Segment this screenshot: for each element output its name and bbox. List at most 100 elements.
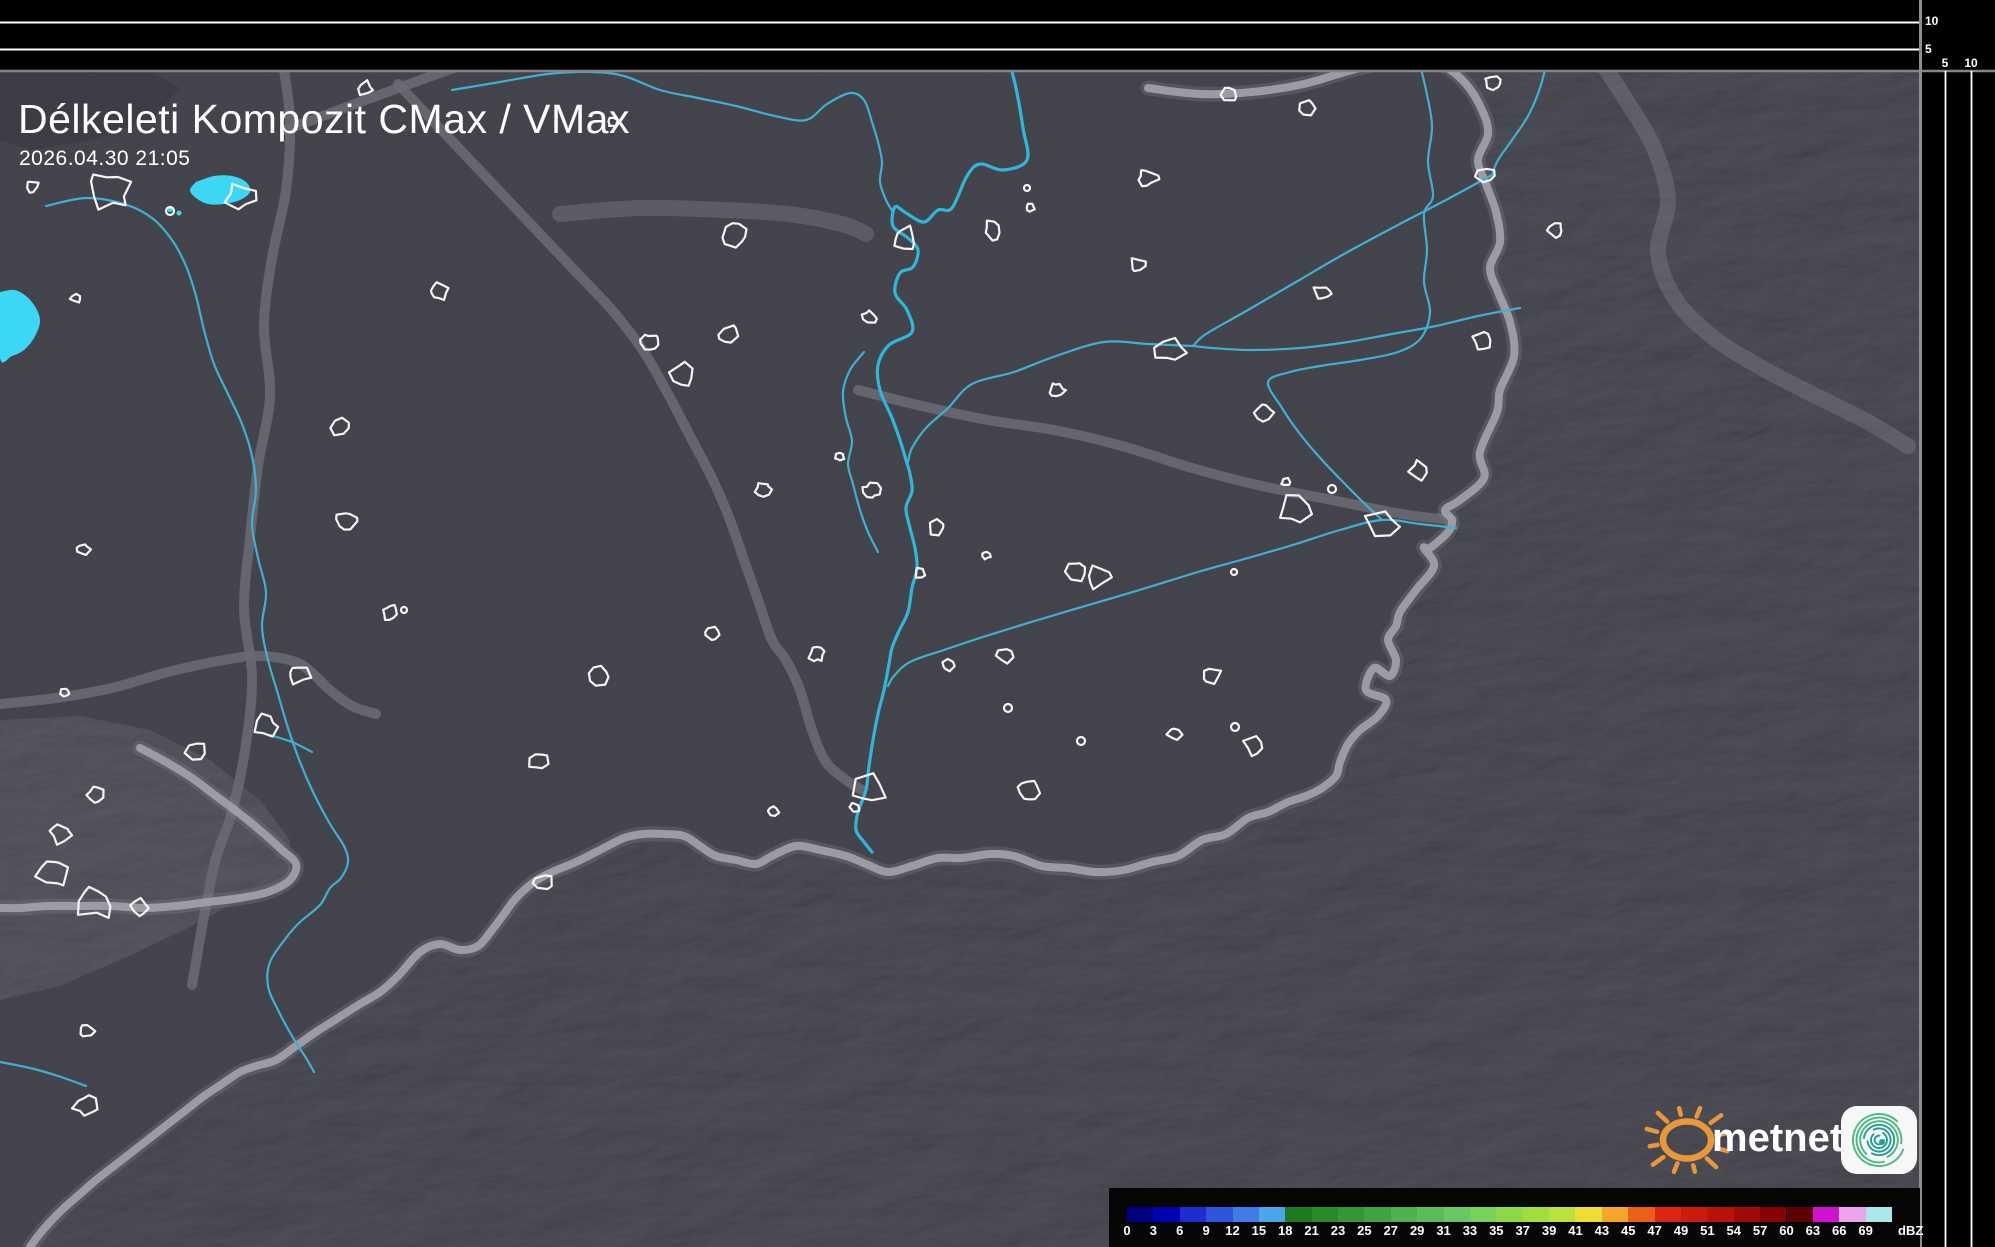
map-grain xyxy=(0,71,1920,1247)
river-line xyxy=(44,196,350,1074)
settlement-outline xyxy=(1016,779,1042,801)
settlement-outline xyxy=(984,219,1001,242)
settlement-outline xyxy=(59,687,71,698)
timestamp: 2026.04.30 21:05 xyxy=(19,147,191,170)
colorbar-tick-label: 0 xyxy=(1123,1223,1131,1238)
settlement-outline xyxy=(26,180,40,194)
settlement-outline xyxy=(1075,735,1087,747)
settlement-outline xyxy=(253,712,280,738)
settlement-outline xyxy=(129,896,150,918)
colorbar-tick-label: 63 xyxy=(1805,1223,1821,1238)
settlement-outline xyxy=(1484,75,1502,92)
settlement-outline xyxy=(1252,403,1276,423)
settlement-outline xyxy=(1002,702,1014,714)
dbz-colorbar: 0 3 6 9 12 15 18 21 23 25 27 29 31 33 35 37 39 41 43 45 47 49… xyxy=(1109,1188,1924,1247)
settlement-outline xyxy=(941,657,956,673)
settlement-outline xyxy=(1471,330,1492,351)
river-line xyxy=(886,518,1458,688)
colorbar-segment xyxy=(1469,1207,1497,1222)
colorbar-segment xyxy=(1496,1207,1523,1222)
colorbar-segment xyxy=(1417,1207,1444,1222)
colorbar-segment xyxy=(1786,1207,1813,1222)
road-line xyxy=(187,71,296,990)
settlement-outline xyxy=(1063,562,1087,583)
colorbar-tick-label: 39 xyxy=(1541,1223,1557,1238)
colorbar-tick-label: 66 xyxy=(1832,1223,1847,1238)
colorbar-segment xyxy=(1179,1207,1207,1222)
colorbar-segment xyxy=(1812,1207,1840,1222)
road-line xyxy=(393,79,867,795)
colorbar-tick-label: 69 xyxy=(1858,1223,1873,1238)
colorbar-tick-label: 43 xyxy=(1594,1223,1610,1238)
colorbar-segment xyxy=(1127,1207,1154,1222)
colorbar-segment xyxy=(1153,1207,1180,1222)
colorbar-segment xyxy=(1206,1207,1233,1222)
settlement-outline xyxy=(1473,167,1496,184)
colorbar-segment xyxy=(1549,1207,1576,1222)
sun-icon xyxy=(1644,1105,1730,1175)
colorbar-tick-label: 54 xyxy=(1726,1223,1741,1238)
river-line xyxy=(906,340,1195,464)
settlement-outline xyxy=(1298,99,1317,117)
settlement-outline xyxy=(721,222,748,249)
settlement-outline xyxy=(914,566,927,579)
colorbar-tick-label: 9 xyxy=(1202,1223,1210,1238)
settlement-outline xyxy=(1025,202,1036,213)
colorbar-segment xyxy=(1390,1207,1418,1222)
settlement-outline xyxy=(34,860,70,887)
colorbar-segment xyxy=(1443,1207,1470,1222)
lake xyxy=(0,289,41,363)
settlement-outline xyxy=(79,1023,97,1038)
settlement-outline xyxy=(531,874,553,891)
colorbar-tick-label: 18 xyxy=(1278,1223,1293,1238)
river-line xyxy=(0,1060,88,1088)
colorbar-segment xyxy=(1522,1207,1550,1222)
settlement-outline xyxy=(1048,382,1068,398)
river-line xyxy=(854,71,1030,854)
river-line xyxy=(1191,306,1522,352)
lake-small xyxy=(176,210,182,216)
colorbar-tick-label: 35 xyxy=(1489,1223,1504,1238)
settlement-outline xyxy=(717,324,740,344)
river-line xyxy=(841,350,880,554)
settlement-outline xyxy=(1202,667,1223,685)
settlement-outline xyxy=(1137,169,1161,188)
valley-band xyxy=(552,199,874,242)
settlement-outline xyxy=(48,823,74,846)
colorbar-tick-label: 57 xyxy=(1752,1223,1768,1238)
colorbar-tick-label: 33 xyxy=(1462,1223,1478,1238)
vscale-label-10: 10 xyxy=(1925,14,1939,28)
settlement-outline xyxy=(1545,222,1563,239)
settlement-outline xyxy=(1022,183,1032,193)
settlement-outline xyxy=(1165,727,1184,741)
settlement-outline xyxy=(89,173,133,211)
colorbar-segment xyxy=(1364,1207,1391,1222)
colorbar-segment xyxy=(1865,1207,1892,1222)
lake xyxy=(190,175,251,205)
colorbar-unit-label: dBZ xyxy=(1898,1223,1924,1238)
vscale-label-5: 5 xyxy=(1925,42,1932,56)
colorbar-tick-label: 21 xyxy=(1304,1223,1319,1238)
settlement-outline xyxy=(994,648,1015,665)
settlement-outline xyxy=(807,645,826,663)
colorbar-tick-label: 12 xyxy=(1225,1223,1240,1238)
settlement-outline xyxy=(753,482,774,498)
country-border xyxy=(26,71,1519,1247)
settlement-outline xyxy=(329,416,350,437)
river-line xyxy=(1191,173,1494,348)
settlement-outline xyxy=(76,885,112,919)
settlement-outline xyxy=(607,116,619,128)
settlement-outline xyxy=(223,182,258,211)
settlement-outline xyxy=(1087,564,1113,591)
settlement-outline xyxy=(1407,458,1428,482)
settlement-outline xyxy=(667,360,694,387)
colorbar-tick-label: 25 xyxy=(1357,1223,1372,1238)
settlement-outline xyxy=(893,224,915,251)
colorbar-segment xyxy=(1733,1207,1761,1222)
settlement-outline xyxy=(861,481,883,499)
settlement-outline xyxy=(981,550,992,561)
settlement-outline xyxy=(928,517,945,537)
colorbar-tick-label: 49 xyxy=(1673,1223,1689,1238)
